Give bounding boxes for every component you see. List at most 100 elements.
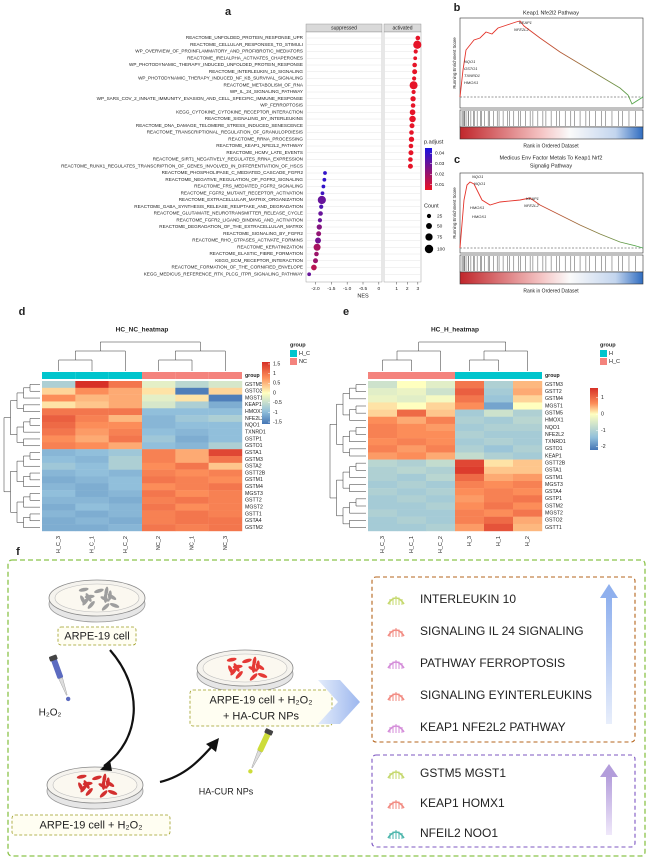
heat-cell [484, 431, 514, 439]
pathway-label: REACTOME_DNA_DAMAGE_TELOMERE_STRESS_INDU… [136, 123, 303, 128]
gene-item: NFEIL2 NOO1 [420, 826, 498, 840]
pipette [248, 728, 274, 774]
heat-cell [484, 466, 514, 475]
heat-cell [455, 402, 485, 410]
pathway-label: REACTOME_SIRT1_NEGATIVELY_REGULATES_RRNA… [153, 157, 303, 162]
heat-cell [455, 381, 485, 389]
heat-cell [426, 459, 456, 467]
gene-label: NQO1 [472, 174, 483, 179]
pathway-label: REACTOME_RHO_GTPASES_ACTIVATE_FORMINS [192, 238, 303, 243]
legend-tick-label: 1 [601, 395, 604, 401]
gene-label: GSTO1 [464, 66, 478, 71]
gene-label: HMOX1 [472, 214, 486, 219]
gene-box [371, 754, 636, 848]
heat-cell [175, 517, 209, 525]
dot [321, 184, 326, 189]
heat-cell [75, 381, 109, 389]
heat-cell [208, 462, 243, 470]
heat-cell [42, 428, 76, 436]
heat-cell [208, 524, 243, 532]
row-label: GSTA4 [545, 489, 562, 495]
heat-cell [397, 459, 427, 467]
pathway-label: WP_OVERVIEW_OF_PROINFLAMMATORY_AND_PROFI… [135, 49, 303, 54]
pathway-label: REACTOME_NEGATIVE_REGULATION_OF_FGFR2_SI… [165, 177, 303, 182]
heat-cell [42, 421, 76, 429]
heat-cell [455, 523, 485, 532]
row-label: TXNRD1 [245, 430, 266, 436]
cell [107, 789, 118, 795]
x-tick-label: -0.5 [359, 286, 368, 292]
heat-cell [455, 495, 485, 503]
heat-cell [142, 476, 176, 484]
heat-cell [108, 462, 143, 470]
heat-cell [208, 428, 243, 436]
cell [94, 588, 104, 594]
cell [228, 665, 234, 675]
plot-title: HC_H_heatmap [431, 327, 479, 334]
heat-cell [142, 496, 176, 504]
heat-cell [142, 401, 176, 409]
pathway-item: SIGNALING IL 24 SIGNALING [420, 624, 584, 638]
group-label: group [545, 373, 560, 379]
legend-tick-label: -1 [273, 410, 278, 416]
heat-cell [513, 431, 543, 439]
x-axis-label: Rank in Ordered Dataset [523, 288, 579, 294]
drop [65, 696, 71, 702]
cell [252, 656, 257, 667]
pathway-label: REACTOME_METABOLISM_OF_RNA [224, 82, 304, 87]
row-label: GSTM5 [545, 411, 563, 417]
size-key [425, 233, 433, 241]
heat-cell [426, 409, 456, 417]
dot [413, 56, 418, 61]
heat-cell [175, 456, 209, 464]
pathway-label: REACTOME_FGFR2_MUTANT_RECEPTOR_ACTIVATIO… [181, 190, 303, 195]
heat-cell [142, 442, 176, 450]
heat-cell [108, 503, 143, 511]
cell [78, 587, 89, 592]
heat-cell [426, 445, 456, 453]
heat-cell [455, 481, 485, 489]
row-label: GSTM3 [245, 457, 263, 463]
cell [232, 664, 243, 669]
pipette-tip [58, 677, 68, 696]
trend-arrow-head [600, 584, 618, 598]
heat-cell [75, 401, 109, 409]
heat-cell [208, 408, 243, 416]
heat-cell [397, 381, 427, 389]
heat-cell [513, 488, 543, 496]
heat-cell [175, 415, 209, 423]
x-axis-label: Rank in Ordered Dataset [523, 143, 579, 149]
plot-frame [459, 17, 644, 109]
heat-cell [175, 435, 209, 443]
heat-cell [42, 462, 76, 470]
heat-cell [75, 415, 109, 423]
cell [255, 663, 265, 670]
heat-cell [108, 456, 143, 464]
row-label: MGST1 [545, 403, 563, 409]
heat-cell [42, 490, 76, 498]
heat-cell [397, 488, 427, 496]
heat-cell [513, 388, 543, 396]
heat-cell [397, 516, 427, 525]
pathway-box [371, 576, 636, 743]
row-label: GSTO1 [245, 443, 263, 449]
heat-cell [513, 381, 543, 389]
cell [104, 586, 109, 597]
heat-cell [142, 517, 176, 525]
heat-cell [142, 462, 176, 470]
cell [82, 781, 93, 786]
heat-cell [455, 423, 485, 432]
cell [109, 602, 120, 608]
pathway-label: REACTOME_IRE1ALPHA_ACTIVATES_CHAPERONES [187, 55, 303, 60]
legend-swatch [600, 350, 607, 357]
gene-label: HMOX1 [470, 205, 484, 210]
row-label: GSTM2 [245, 525, 263, 531]
heat-cell [455, 388, 485, 396]
heat-cell [175, 510, 209, 518]
pathway-label: REACTOME_EXTRACELLULAR_MATRIX_ORGANIZATI… [179, 197, 303, 202]
heat-cell [397, 409, 427, 417]
process-arrow [103, 649, 135, 767]
legend-tick-label: 75 [437, 234, 443, 240]
arrow-head [206, 738, 219, 752]
